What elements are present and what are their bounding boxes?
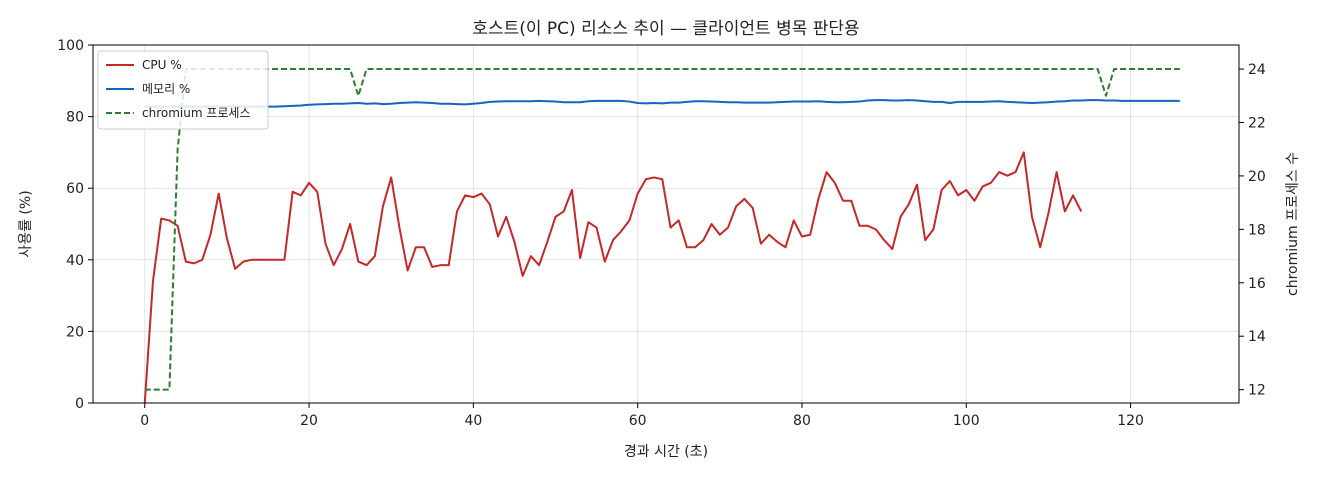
series-line-2 bbox=[144, 99, 1180, 108]
y-tick-label: 100 bbox=[57, 38, 84, 54]
y-tick-label: 40 bbox=[66, 253, 84, 269]
y2-axis-label: chromium 프로세스 수 bbox=[1285, 152, 1301, 296]
x-tick-label: 100 bbox=[953, 413, 980, 429]
legend: CPU % 메모리 % chromium 프로세스 bbox=[97, 50, 269, 130]
legend-label: CPU % bbox=[142, 58, 182, 72]
series-line-1 bbox=[143, 151, 1083, 404]
chart-title: 호스트(이 PC) 리소스 추이 — 클라이언트 병목 판단용 bbox=[472, 19, 859, 39]
plot-frame bbox=[92, 44, 1240, 404]
legend-box bbox=[97, 50, 269, 130]
y2-tick-label: 20 bbox=[1248, 169, 1266, 185]
x-tick-label: 80 bbox=[793, 413, 811, 429]
y2-tick-label: 16 bbox=[1248, 276, 1266, 292]
y-axis-label: 사용률 (%) bbox=[18, 190, 34, 257]
y-tick-label: 80 bbox=[66, 110, 84, 126]
x-tick-label: 120 bbox=[1117, 413, 1144, 429]
y2-tick-label: 14 bbox=[1248, 329, 1266, 345]
y2-tick-label: 18 bbox=[1248, 222, 1266, 238]
y2-tick-label: 24 bbox=[1248, 62, 1266, 78]
y-tick-label: 60 bbox=[66, 181, 84, 197]
x-tick-label: 60 bbox=[629, 413, 647, 429]
x-tick-label: 0 bbox=[140, 413, 149, 429]
y-tick-label: 20 bbox=[66, 324, 84, 340]
x-axis-label: 경과 시간 (초) bbox=[624, 444, 708, 460]
x-tick-label: 40 bbox=[464, 413, 482, 429]
y2-tick-label: 12 bbox=[1248, 383, 1266, 399]
y2-tick-label: 22 bbox=[1248, 115, 1266, 131]
axes: 0 20 40 60 80 100 120 0 20 40 60 80 100 12 14 16 18 20 22 2… bbox=[57, 38, 1266, 429]
series-layer bbox=[143, 68, 1180, 404]
legend-label: chromium 프로세스 bbox=[142, 106, 251, 120]
legend-label: 메모리 % bbox=[142, 82, 190, 96]
series-line-3 bbox=[144, 68, 1180, 391]
x-tick-label: 20 bbox=[300, 413, 318, 429]
y-tick-label: 0 bbox=[75, 396, 84, 412]
